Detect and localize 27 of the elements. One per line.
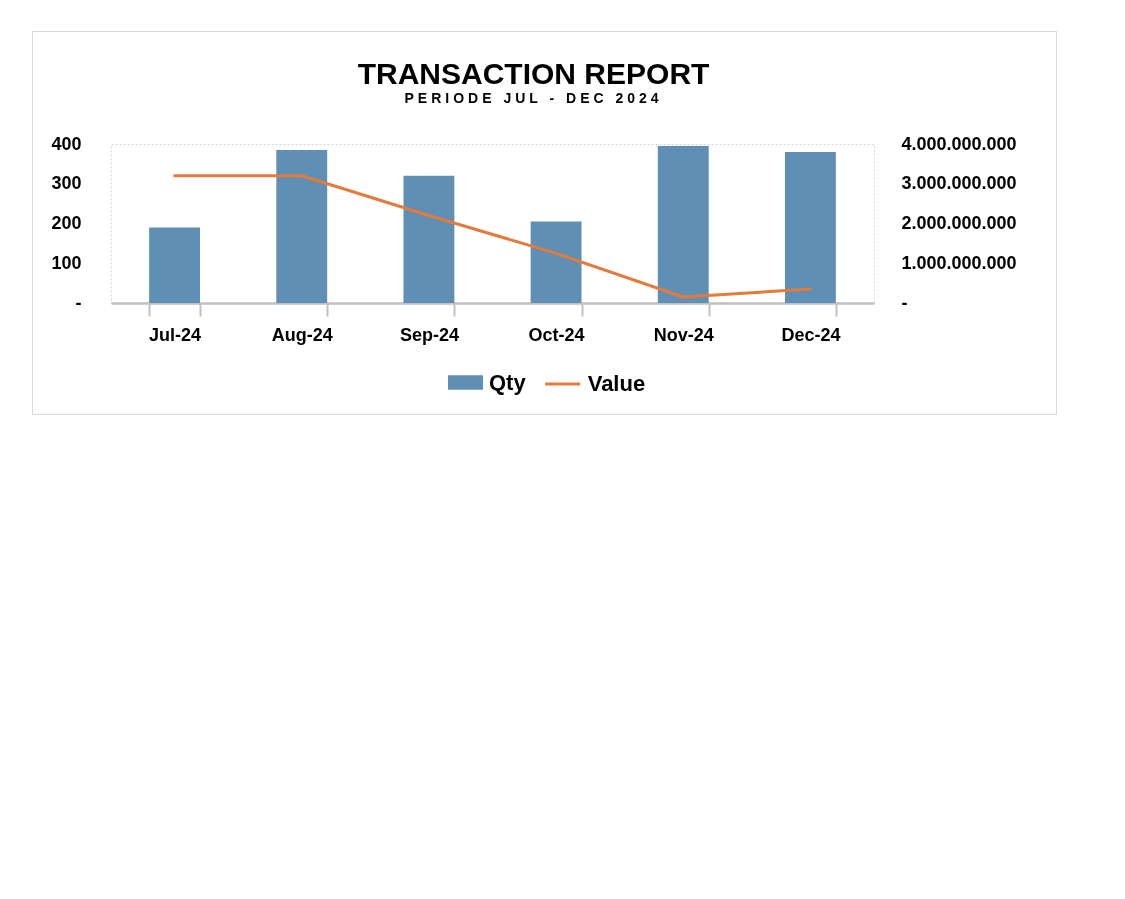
x-tick-label: Oct-24 [528,324,585,345]
x-tick-label: Dec-24 [781,324,841,345]
x-tick-label: Sep-24 [399,324,459,345]
legend-label: Value [587,371,646,396]
legend-label: Qty [489,369,527,395]
bar [149,227,201,303]
y-tick-label: 200 [51,213,82,233]
y-tick-label: 400 [51,133,82,154]
x-tick-label: Nov-24 [653,324,714,345]
y-tick-label: 100 [51,252,82,273]
bar [403,175,455,303]
x-tick-label: Jul-24 [149,324,202,345]
y2-tick-label: 4.000.000.000 [901,133,1017,154]
bar [530,221,582,303]
chart-subtitle: PERIODE JUL - DEC 2024 [404,90,663,106]
line-series [173,174,812,299]
y-tick-label: - [75,292,82,313]
bar [657,145,709,303]
bar [784,151,836,303]
y-tick-label: 300 [51,173,82,194]
x-tick-label: Aug-24 [271,324,333,345]
bar [276,149,328,303]
y2-tick-label: - [901,292,908,313]
chart-title: TRANSACTION REPORT [357,57,710,90]
y2-tick-label: 2.000.000.000 [901,213,1017,233]
y2-tick-label: 3.000.000.000 [901,173,1017,194]
y2-tick-label: 1.000.000.000 [901,252,1017,273]
